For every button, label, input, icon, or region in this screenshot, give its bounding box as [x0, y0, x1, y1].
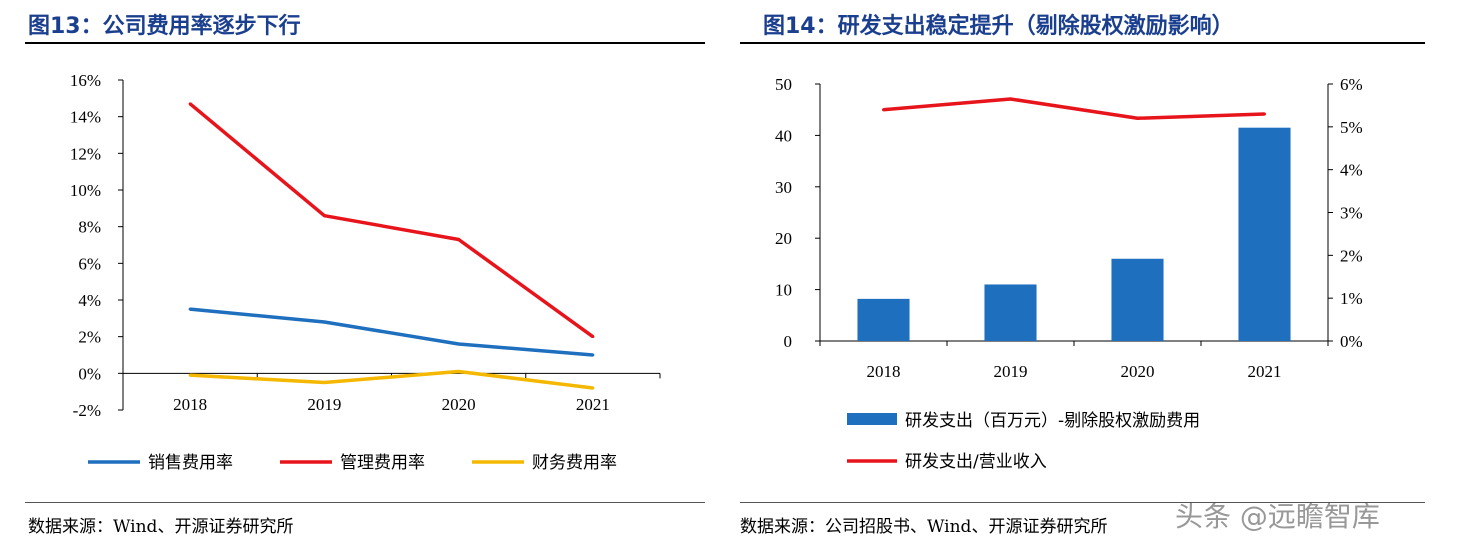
data-point — [591, 386, 595, 390]
ratio-line — [883, 97, 1265, 121]
x-tick-label: 2021 — [576, 395, 610, 414]
y-tick-label: 14% — [70, 108, 101, 127]
data-point — [457, 238, 461, 241]
data-point — [1136, 116, 1139, 120]
series-line-1 — [189, 102, 594, 339]
y-tick-label-left: 20 — [775, 229, 792, 248]
legend-label: 研发支出/营业收入 — [905, 452, 1047, 472]
y-tick-label-right: 0% — [1340, 332, 1363, 351]
x-tick-label: 2020 — [1121, 362, 1155, 381]
x-tick-label: 2019 — [307, 395, 341, 414]
y-tick-label-left: 40 — [775, 126, 792, 145]
y-tick-label-right: 3% — [1340, 204, 1363, 223]
y-tick-label: -2% — [73, 401, 101, 420]
legend-swatch-bar — [847, 413, 897, 425]
data-point — [457, 342, 461, 346]
y-tick-label-right: 2% — [1340, 246, 1363, 265]
y-tick-label: 16% — [70, 71, 101, 90]
title-rule — [740, 42, 1425, 44]
chart-panel-rd-expense: 图14：研发支出稳定提升（剔除股权激励影响） 0 10 20 30 40 50 0% 1% 2%… — [735, 0, 1467, 552]
series-line-0 — [189, 307, 594, 357]
y-tick-label: 6% — [78, 254, 101, 273]
footer-rule — [740, 502, 1425, 503]
y-tick-label: 8% — [78, 218, 101, 237]
chart-panel-expense-ratio: 图13：公司费用率逐步下行 -2% 0% 2% 4% 6% 8% 10% 12% 14% 16% 2… — [25, 14, 705, 537]
bar — [984, 284, 1037, 341]
legend-label: 研发支出（百万元）-剔除股权激励费用 — [905, 411, 1200, 431]
data-point — [188, 373, 192, 377]
data-point — [188, 307, 192, 311]
y-tick-label: 2% — [78, 328, 101, 347]
source-note: 数据来源：Wind、开源证券研究所 — [28, 517, 294, 537]
y-tick-label-right: 4% — [1340, 161, 1363, 180]
y-tick-label: 10% — [70, 181, 101, 200]
series-line-2 — [190, 369, 594, 390]
legend-label: 财务费用率 — [532, 453, 617, 473]
y-tick-label: 4% — [78, 291, 101, 310]
watermark: 头条 @远瞻智库 — [1175, 500, 1380, 533]
rd-expense-chart: 0 10 20 30 40 50 0% 1% 2% 3% 4% 5% 6% 2018 2019 2020 202… — [775, 75, 1363, 472]
data-point — [591, 335, 595, 339]
bar — [1238, 127, 1291, 341]
data-point — [1263, 112, 1266, 116]
data-point — [1009, 97, 1012, 101]
y-tick-label-right: 5% — [1340, 118, 1363, 137]
y-tick-label-left: 10 — [775, 281, 792, 300]
x-tick-label: 2020 — [442, 395, 476, 414]
y-tick-label-left: 0 — [784, 332, 793, 351]
data-point — [882, 108, 885, 112]
x-tick-label: 2021 — [1248, 362, 1282, 381]
y-tick-label-right: 6% — [1340, 75, 1363, 94]
x-tick-label: 2019 — [994, 362, 1028, 381]
y-tick-label: 12% — [70, 144, 101, 163]
data-point — [457, 370, 461, 373]
data-point — [188, 102, 192, 106]
source-note: 数据来源：公司招股书、Wind、开源证券研究所 — [740, 517, 1108, 537]
y-tick-label-left: 50 — [775, 75, 792, 94]
y-tick-label-right: 1% — [1340, 289, 1363, 308]
y-tick-label-left: 30 — [775, 178, 792, 197]
data-point — [322, 381, 326, 384]
x-tick-label: 2018 — [867, 362, 901, 381]
chart-title: 图13：公司费用率逐步下行 — [28, 14, 301, 39]
bar — [857, 298, 910, 341]
data-point — [322, 320, 326, 324]
legend-label: 销售费用率 — [148, 453, 233, 473]
y-tick-label: 0% — [78, 364, 101, 383]
data-point — [322, 214, 326, 218]
bar — [1111, 258, 1164, 341]
footer-rule — [25, 502, 705, 503]
chart-title: 图14：研发支出稳定提升（剔除股权激励影响） — [763, 14, 1234, 39]
x-tick-label: 2018 — [173, 395, 207, 414]
legend-label: 管理费用率 — [340, 453, 425, 473]
expense-ratio-chart: -2% 0% 2% 4% 6% 8% 10% 12% 14% 16% 2018 2019 2020 202… — [70, 71, 661, 473]
data-point — [591, 353, 595, 357]
title-rule — [25, 42, 705, 44]
